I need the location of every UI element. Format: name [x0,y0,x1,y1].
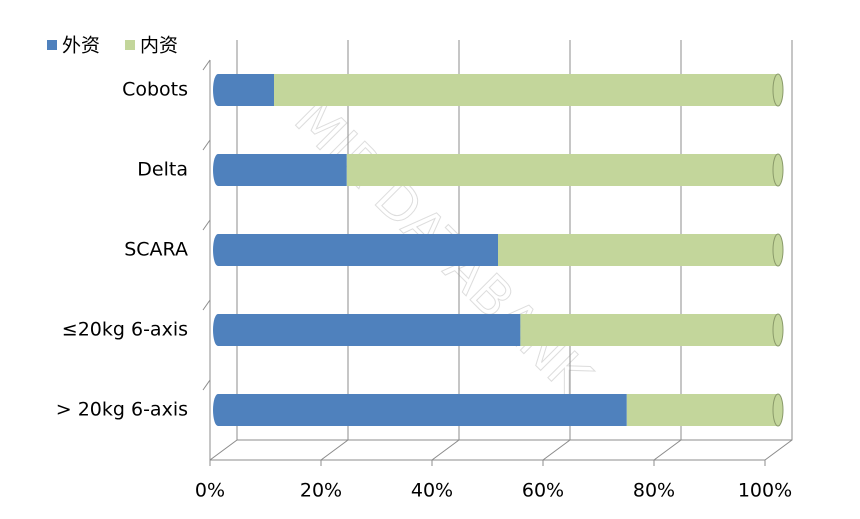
legend-label: 内资 [140,35,178,57]
x-tick-label: 0% [195,480,225,502]
bar [626,394,778,426]
bar-cap [772,153,784,187]
bar [346,154,778,186]
bar [498,234,778,266]
bar [218,74,274,106]
bar-cap [772,73,784,107]
legend-swatch [47,40,57,50]
x-tick-label: 20% [300,480,342,502]
y-tick [202,219,211,231]
bar-cap [772,313,784,347]
legend-label: 外资 [62,35,100,57]
legend-swatch [125,40,135,50]
x-tick-label: 60% [522,480,564,502]
x-tick-label: 100% [738,480,792,502]
bar [274,74,778,106]
y-tick-label: > 20kg 6-axis [56,399,188,421]
bar-cap [772,393,784,427]
y-tick-label: Cobots [122,79,188,101]
bar [218,154,347,186]
x-tick-label: 40% [411,480,453,502]
grid-line [764,40,793,466]
bar [218,394,627,426]
x-tick-label: 80% [633,480,675,502]
y-tick-label: SCARA [124,239,188,261]
y-tick [202,59,211,71]
y-tick [202,379,211,391]
bar-cap [772,233,784,267]
y-tick [202,139,211,151]
bar [218,234,498,266]
y-tick-label: ≤20kg 6-axis [62,319,188,341]
bar [520,314,778,346]
y-tick [202,299,211,311]
y-tick-label: Delta [137,159,188,181]
bar [218,314,521,346]
